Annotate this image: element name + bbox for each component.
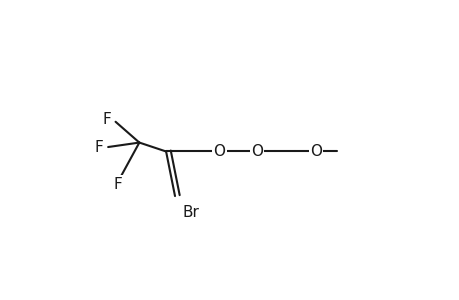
Text: F: F [113, 177, 122, 192]
Text: Br: Br [182, 205, 199, 220]
Text: O: O [213, 144, 225, 159]
Text: F: F [103, 112, 112, 127]
Text: F: F [95, 140, 103, 154]
Text: O: O [250, 144, 262, 159]
Text: O: O [309, 144, 321, 159]
